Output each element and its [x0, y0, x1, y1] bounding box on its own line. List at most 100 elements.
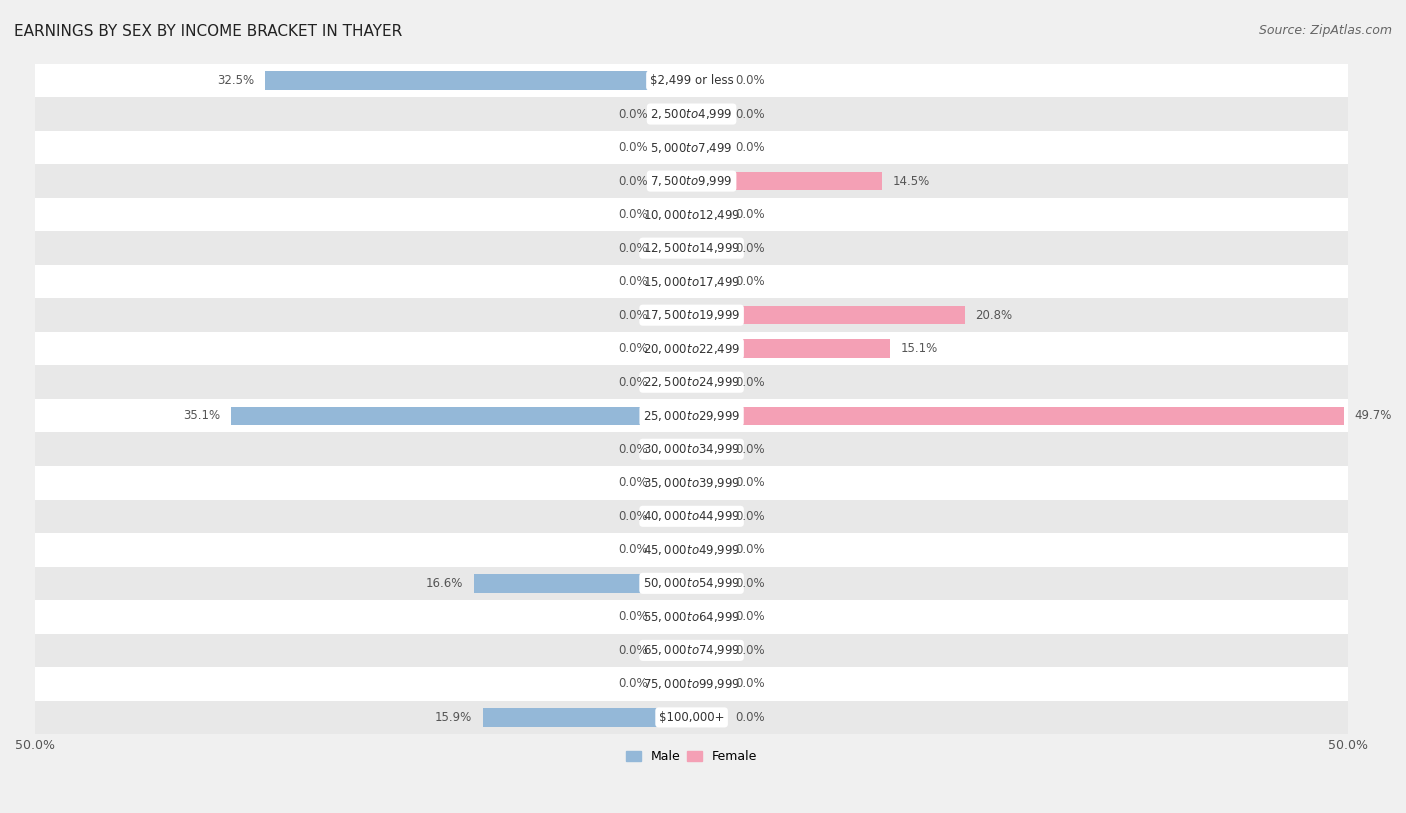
- Bar: [231, 406, 692, 425]
- Text: 0.0%: 0.0%: [735, 141, 765, 154]
- Bar: [692, 607, 724, 626]
- Bar: [659, 340, 692, 358]
- Bar: [692, 172, 882, 190]
- Text: 0.0%: 0.0%: [735, 74, 765, 87]
- Bar: [35, 433, 1348, 466]
- Bar: [35, 63, 1348, 98]
- Text: 0.0%: 0.0%: [619, 208, 648, 221]
- Bar: [35, 466, 1348, 499]
- Bar: [692, 105, 724, 124]
- Text: 0.0%: 0.0%: [735, 275, 765, 288]
- Text: $2,499 or less: $2,499 or less: [650, 74, 734, 87]
- Text: $15,000 to $17,499: $15,000 to $17,499: [643, 275, 741, 289]
- Text: $35,000 to $39,999: $35,000 to $39,999: [643, 476, 741, 489]
- Text: $25,000 to $29,999: $25,000 to $29,999: [643, 409, 740, 423]
- Text: $20,000 to $22,499: $20,000 to $22,499: [643, 341, 741, 356]
- Bar: [35, 164, 1348, 198]
- Text: 14.5%: 14.5%: [893, 175, 929, 188]
- Bar: [35, 98, 1348, 131]
- Bar: [659, 105, 692, 124]
- Bar: [692, 138, 724, 157]
- Bar: [35, 131, 1348, 164]
- Bar: [692, 272, 724, 291]
- Text: 0.0%: 0.0%: [735, 677, 765, 690]
- Text: 49.7%: 49.7%: [1355, 409, 1392, 422]
- Bar: [692, 708, 724, 727]
- Bar: [692, 406, 1344, 425]
- Text: 0.0%: 0.0%: [735, 376, 765, 389]
- Text: 0.0%: 0.0%: [619, 476, 648, 489]
- Text: 0.0%: 0.0%: [735, 543, 765, 556]
- Bar: [35, 399, 1348, 433]
- Bar: [692, 340, 890, 358]
- Bar: [659, 473, 692, 492]
- Text: $7,500 to $9,999: $7,500 to $9,999: [651, 174, 733, 188]
- Text: 0.0%: 0.0%: [619, 510, 648, 523]
- Bar: [692, 206, 724, 224]
- Text: $10,000 to $12,499: $10,000 to $12,499: [643, 207, 741, 222]
- Text: 0.0%: 0.0%: [619, 107, 648, 120]
- Bar: [659, 272, 692, 291]
- Text: $55,000 to $64,999: $55,000 to $64,999: [643, 610, 741, 624]
- Text: $12,500 to $14,999: $12,500 to $14,999: [643, 241, 741, 255]
- Bar: [35, 298, 1348, 332]
- Text: $30,000 to $34,999: $30,000 to $34,999: [643, 442, 741, 456]
- Text: 0.0%: 0.0%: [619, 443, 648, 456]
- Text: $50,000 to $54,999: $50,000 to $54,999: [643, 576, 741, 590]
- Text: 0.0%: 0.0%: [619, 376, 648, 389]
- Text: $40,000 to $44,999: $40,000 to $44,999: [643, 509, 741, 524]
- Text: 0.0%: 0.0%: [735, 476, 765, 489]
- Text: 0.0%: 0.0%: [619, 309, 648, 322]
- Bar: [474, 574, 692, 593]
- Bar: [692, 507, 724, 525]
- Text: $75,000 to $99,999: $75,000 to $99,999: [643, 677, 741, 691]
- Text: $2,500 to $4,999: $2,500 to $4,999: [651, 107, 733, 121]
- Bar: [659, 138, 692, 157]
- Text: 0.0%: 0.0%: [735, 711, 765, 724]
- Text: 35.1%: 35.1%: [183, 409, 221, 422]
- Bar: [35, 533, 1348, 567]
- Bar: [692, 473, 724, 492]
- Text: EARNINGS BY SEX BY INCOME BRACKET IN THAYER: EARNINGS BY SEX BY INCOME BRACKET IN THA…: [14, 24, 402, 39]
- Text: 15.1%: 15.1%: [900, 342, 938, 355]
- Text: 0.0%: 0.0%: [619, 275, 648, 288]
- Bar: [659, 306, 692, 324]
- Bar: [692, 72, 724, 89]
- Text: 0.0%: 0.0%: [619, 141, 648, 154]
- Text: 20.8%: 20.8%: [976, 309, 1012, 322]
- Bar: [692, 440, 724, 459]
- Text: $5,000 to $7,499: $5,000 to $7,499: [651, 141, 733, 154]
- Text: $45,000 to $49,999: $45,000 to $49,999: [643, 543, 741, 557]
- Bar: [35, 265, 1348, 298]
- Text: Source: ZipAtlas.com: Source: ZipAtlas.com: [1258, 24, 1392, 37]
- Text: 0.0%: 0.0%: [619, 677, 648, 690]
- Text: 0.0%: 0.0%: [619, 543, 648, 556]
- Bar: [659, 675, 692, 693]
- Bar: [659, 440, 692, 459]
- Bar: [35, 633, 1348, 667]
- Bar: [35, 198, 1348, 232]
- Bar: [264, 72, 692, 89]
- Text: 0.0%: 0.0%: [619, 175, 648, 188]
- Text: 0.0%: 0.0%: [735, 577, 765, 590]
- Text: 16.6%: 16.6%: [426, 577, 463, 590]
- Text: 0.0%: 0.0%: [735, 443, 765, 456]
- Text: $17,500 to $19,999: $17,500 to $19,999: [643, 308, 741, 322]
- Bar: [692, 373, 724, 391]
- Bar: [35, 600, 1348, 633]
- Bar: [692, 306, 965, 324]
- Text: 0.0%: 0.0%: [619, 241, 648, 254]
- Text: $22,500 to $24,999: $22,500 to $24,999: [643, 376, 741, 389]
- Bar: [35, 232, 1348, 265]
- Bar: [35, 366, 1348, 399]
- Bar: [35, 332, 1348, 366]
- Bar: [692, 239, 724, 258]
- Text: 0.0%: 0.0%: [619, 342, 648, 355]
- Bar: [35, 499, 1348, 533]
- Bar: [482, 708, 692, 727]
- Bar: [659, 172, 692, 190]
- Bar: [659, 239, 692, 258]
- Bar: [35, 667, 1348, 701]
- Bar: [659, 641, 692, 659]
- Bar: [35, 567, 1348, 600]
